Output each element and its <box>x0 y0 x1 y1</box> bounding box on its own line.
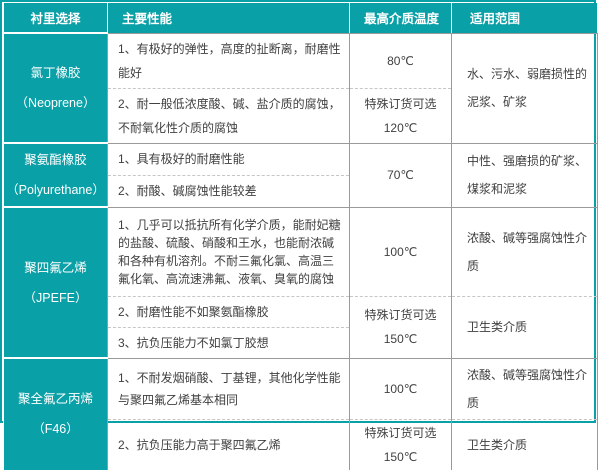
table-row: 氯丁橡胶 （Neoprene） 1、有极好的弹性，高度的扯断离，耐磨性能好 80… <box>3 32 598 143</box>
lining-cell-polyurethane: 聚氨酯橡胶 （Polyurethane） <box>3 142 108 207</box>
header-main-performance: 主要性能 <box>107 3 350 34</box>
temp-note: 特殊订货可选 <box>364 308 437 322</box>
lining-name-en: （JPEFE） <box>23 290 88 305</box>
temperature-cell: 70℃ <box>349 142 452 207</box>
lining-name-en: （F46） <box>32 422 79 437</box>
performance-cell: 2、耐一般低浓度酸、碱、盐介质的腐蚀，不耐氧化性介质的腐蚀 <box>107 87 350 143</box>
temperature-cell: 100℃ <box>349 357 452 419</box>
lining-name-en: （Polyurethane） <box>6 183 105 197</box>
range-cell: 卫生类介质 <box>451 295 598 358</box>
temperature-cell: 特殊订货可选 120℃ <box>349 87 452 143</box>
performance-cell: 1、具有极好的耐磨性能 <box>107 142 350 175</box>
temp-note: 特殊订货可选 <box>364 425 437 440</box>
table-row: 聚氨酯橡胶 （Polyurethane） 1、具有极好的耐磨性能 70℃ 中性、… <box>3 142 598 207</box>
lining-cell-neoprene: 氯丁橡胶 （Neoprene） <box>3 32 108 143</box>
performance-cell: 1、有极好的弹性，高度的扯断离，耐磨性能好 <box>107 32 350 88</box>
lining-name: 聚全氟乙丙烯 <box>17 392 93 407</box>
lining-cell-ptfe: 聚四氟乙烯 （JPEFE） <box>3 206 108 358</box>
temp-value: 150℃ <box>383 332 418 346</box>
performance-cell: 2、耐磨性能不如聚氨酯橡胶 <box>107 295 350 327</box>
table-header-row: 衬里选择 主要性能 最高介质温度 适用范围 <box>3 3 598 34</box>
performance-cell: 3、抗负压能力不如氯丁胶想 <box>107 326 350 358</box>
lining-name: 聚四氟乙烯 <box>24 260 87 275</box>
table-row: 聚四氟乙烯 （JPEFE） 1、几乎可以抵抗所有化学介质，能耐妃糖的盐酸、硫酸、… <box>3 206 598 358</box>
lining-cell-f46: 聚全氟乙丙烯 （F46） <box>3 357 108 470</box>
performance-cell: 2、耐酸、碱腐蚀性能较差 <box>107 174 350 207</box>
lining-table: 衬里选择 主要性能 最高介质温度 适用范围 氯丁橡胶 （Neoprene） 1、… <box>3 3 598 470</box>
table-row: 2、耐磨性能不如聚氨酯橡胶 特殊订货可选 150℃ 卫生类介质 <box>4 295 598 358</box>
performance-cell: 1、几乎可以抵抗所有化学介质，能耐妃糖的盐酸、硫酸、硝酸和王水，也能耐浓碱和各种… <box>107 206 350 296</box>
table-row: 聚全氟乙丙烯 （F46） 1、不耐发烟硝酸、丁基锂，其他化学性能与聚四氟乙烯基本… <box>3 357 598 470</box>
temperature-cell: 80℃ <box>349 32 452 88</box>
table-row: 3、抗负压能力不如氯丁胶想 <box>4 326 598 358</box>
temp-note: 特殊订货可选 <box>364 96 437 111</box>
lining-name: 聚氨酯橡胶 <box>24 153 87 167</box>
table-row: 2、耐酸、碱腐蚀性能较差 <box>4 174 598 207</box>
header-lining-selection: 衬里选择 <box>3 3 108 34</box>
range-cell: 水、污水、弱磨损性的泥浆、矿浆 <box>451 32 598 143</box>
range-cell: 中性、强磨损的矿浆、煤浆和泥浆 <box>451 142 598 207</box>
range-cell: 浓酸、碱等强腐蚀性介质 <box>451 206 598 296</box>
lining-name-en: （Neoprene） <box>15 96 96 110</box>
temp-value: 120℃ <box>383 120 418 135</box>
header-applicable-range: 适用范围 <box>451 3 598 34</box>
performance-cell: 1、不耐发烟硝酸、丁基锂，其他化学性能与聚四氟乙烯基本相同 <box>107 357 350 419</box>
table-row: 2、耐一般低浓度酸、碱、盐介质的腐蚀，不耐氧化性介质的腐蚀 特殊订货可选 120… <box>4 87 598 143</box>
lining-name: 氯丁橡胶 <box>30 66 81 80</box>
header-max-medium-temperature: 最高介质温度 <box>349 3 452 34</box>
temp-value: 150℃ <box>383 449 418 464</box>
temperature-cell: 100℃ <box>349 206 452 296</box>
temperature-cell: 特殊订货可选 150℃ <box>349 295 452 358</box>
range-cell: 浓酸、碱等强腐蚀性介质 <box>451 357 598 419</box>
